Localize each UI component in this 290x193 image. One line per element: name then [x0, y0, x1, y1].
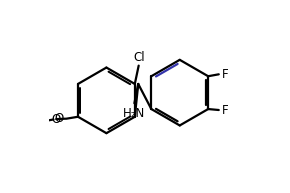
Text: H₂N: H₂N — [123, 107, 146, 120]
Text: F: F — [222, 68, 228, 81]
Text: methoxy: methoxy — [57, 118, 64, 119]
Text: F: F — [222, 103, 228, 117]
Text: Cl: Cl — [134, 51, 146, 64]
Text: O: O — [54, 112, 64, 125]
Text: O: O — [52, 113, 61, 126]
